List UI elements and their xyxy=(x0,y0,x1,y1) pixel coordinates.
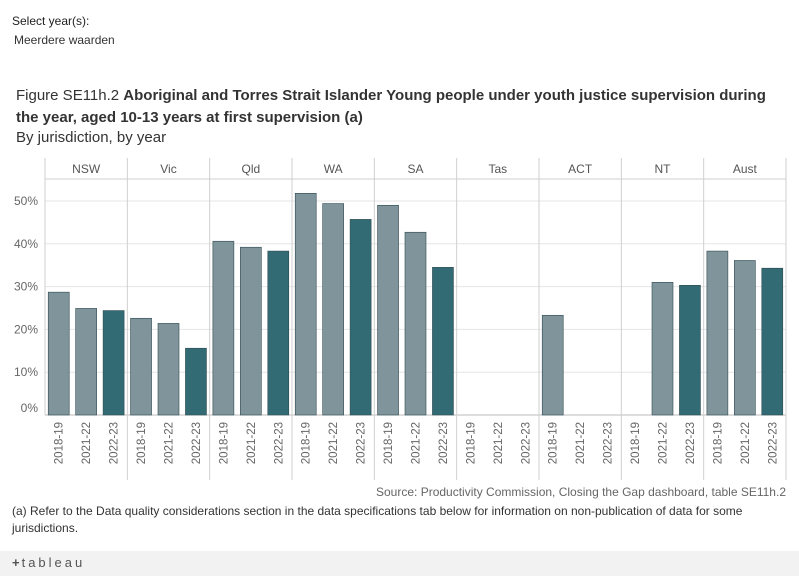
y-tick-label: 0% xyxy=(21,401,39,415)
x-tick-label: 2022-23 xyxy=(356,422,368,464)
x-tick-label: 2021-22 xyxy=(411,422,423,464)
bar-nt-2021-22 xyxy=(651,282,674,416)
figure-title: Aboriginal and Torres Strait Islander Yo… xyxy=(16,87,766,126)
x-tick-label: 2021-22 xyxy=(575,422,587,464)
x-tick-label: 2021-22 xyxy=(81,422,93,464)
x-tick-label: 2021-22 xyxy=(246,422,258,464)
tableau-wordmark: tableau xyxy=(21,555,86,570)
x-tick-label: 2018-19 xyxy=(712,422,724,464)
bar-nsw-2022-23 xyxy=(102,310,125,416)
x-tick-label: 2021-22 xyxy=(658,422,670,464)
panel-header-tas: Tas xyxy=(488,162,507,176)
x-tick-label: 2021-22 xyxy=(493,422,505,464)
x-tick-label: 2022-23 xyxy=(685,422,697,464)
chart-title: Figure SE11h.2 Aboriginal and Torres Str… xyxy=(16,85,791,129)
bar-chart: 0% 10% 20% 30% 40% 50% NSW 2018-19 2021-22 2022-2… xyxy=(14,158,787,480)
bar-wa-2021-22 xyxy=(322,203,344,416)
x-tick-label: 2022-23 xyxy=(603,422,615,464)
y-tick-label: 20% xyxy=(14,322,38,336)
x-tick-label: 2022-23 xyxy=(109,422,121,464)
x-tick-label: 2022-23 xyxy=(273,422,285,464)
bar-qld-2021-22 xyxy=(240,246,262,416)
source-note: Source: Productivity Commission, Closing… xyxy=(376,485,786,499)
bar-sa-2018-19 xyxy=(377,204,399,416)
panel-header-nsw: NSW xyxy=(72,162,101,176)
x-tick-label: 2018-19 xyxy=(218,422,230,464)
figure-number: Figure SE11h.2 xyxy=(16,87,124,104)
bar-vic-2022-23 xyxy=(185,347,207,416)
tableau-toolbar: + tableau xyxy=(0,551,799,576)
bar-wa-2022-23 xyxy=(349,219,372,416)
x-tick-label: 2021-22 xyxy=(328,422,340,464)
bar-vic-2021-22 xyxy=(157,323,180,416)
bar-sa-2022-23 xyxy=(432,267,454,416)
x-tick-label: 2022-23 xyxy=(767,422,779,464)
bar-qld-2022-23 xyxy=(267,250,290,416)
bar-aust-2022-23 xyxy=(761,267,784,416)
y-tick-label: 30% xyxy=(14,280,38,294)
x-tick-label: 2021-22 xyxy=(164,422,176,464)
bar-nt-2022-23 xyxy=(679,285,701,416)
bar-nsw-2018-19 xyxy=(47,291,70,416)
x-tick-label: 2018-19 xyxy=(548,422,560,464)
footnote: (a) Refer to the Data quality considerat… xyxy=(12,504,743,535)
bar-nsw-2021-22 xyxy=(75,308,97,416)
x-tick-label: 2018-19 xyxy=(54,422,66,464)
x-tick-label: 2018-19 xyxy=(465,422,477,464)
panel-header-vic: Vic xyxy=(160,162,176,176)
filter-label: Select year(s): xyxy=(12,14,90,28)
panel-header-act: ACT xyxy=(568,162,593,176)
panel-header-sa: SA xyxy=(407,162,423,176)
panel-header-qld: Qld xyxy=(241,162,260,176)
x-tick-label: 2022-23 xyxy=(520,422,532,464)
y-tick-label: 50% xyxy=(14,194,38,208)
x-tick-label: 2022-23 xyxy=(438,422,450,464)
bar-act-2018-19 xyxy=(541,314,564,416)
x-tick-label: 2018-19 xyxy=(136,422,148,464)
bar-qld-2018-19 xyxy=(212,240,235,416)
x-tick-label: 2018-19 xyxy=(301,422,313,464)
bar-sa-2021-22 xyxy=(404,231,427,416)
x-tick-label: 2022-23 xyxy=(191,422,203,464)
panel-header-wa: WA xyxy=(324,162,343,176)
x-tick-label: 2021-22 xyxy=(740,422,752,464)
y-tick-label: 40% xyxy=(14,237,38,251)
y-tick-label: 10% xyxy=(14,365,38,379)
year-filter-dropdown[interactable]: Meerdere waarden xyxy=(14,33,115,47)
chart-subtitle: By jurisdiction, by year xyxy=(16,129,167,146)
panel-header-nt: NT xyxy=(655,162,672,176)
bar-aust-2018-19 xyxy=(706,250,729,416)
bar-vic-2018-19 xyxy=(130,317,152,416)
x-tick-label: 2018-19 xyxy=(383,422,395,464)
x-tick-label: 2018-19 xyxy=(630,422,642,464)
panel-header-aust: Aust xyxy=(733,162,758,176)
bar-wa-2018-19 xyxy=(294,192,317,416)
tableau-logo[interactable]: + tableau xyxy=(12,555,85,570)
bar-aust-2021-22 xyxy=(734,260,756,416)
tableau-plus-icon: + xyxy=(12,555,20,570)
